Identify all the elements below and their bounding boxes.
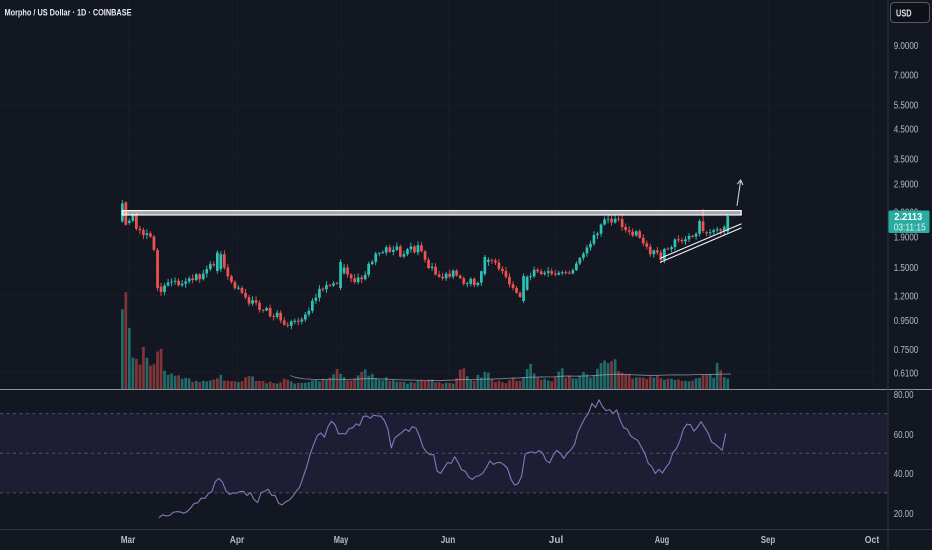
svg-text:1.5000: 1.5000 (894, 263, 919, 274)
svg-text:2.2113: 2.2113 (894, 211, 922, 223)
svg-text:Sep: Sep (761, 535, 776, 546)
svg-text:40.00: 40.00 (894, 469, 914, 480)
svg-text:5.5000: 5.5000 (894, 101, 919, 112)
svg-text:Apr: Apr (230, 535, 245, 546)
svg-text:60.00: 60.00 (894, 430, 914, 441)
svg-text:0.9500: 0.9500 (894, 316, 919, 327)
svg-text:0.7500: 0.7500 (894, 345, 919, 356)
svg-text:2.9000: 2.9000 (894, 180, 919, 191)
svg-text:3.5000: 3.5000 (894, 155, 919, 166)
svg-text:USD: USD (896, 9, 912, 20)
svg-text:1.2000: 1.2000 (894, 292, 919, 303)
svg-text:Jun: Jun (441, 535, 456, 546)
svg-text:Aug: Aug (655, 535, 670, 546)
svg-text:Jul: Jul (549, 535, 564, 546)
svg-text:Morpho / US Dollar · 1D · COIN: Morpho / US Dollar · 1D · COINBASE (5, 8, 132, 18)
svg-text:80.00: 80.00 (894, 390, 914, 401)
svg-text:20.00: 20.00 (894, 509, 914, 520)
svg-text:03:11:15: 03:11:15 (894, 222, 926, 233)
svg-text:7.0000: 7.0000 (894, 71, 919, 82)
svg-text:4.5000: 4.5000 (894, 125, 919, 136)
svg-text:Mar: Mar (121, 535, 136, 546)
svg-text:1.9000: 1.9000 (894, 233, 919, 244)
svg-text:9.0000: 9.0000 (894, 41, 919, 52)
svg-text:May: May (334, 535, 349, 546)
svg-text:Oct: Oct (865, 535, 880, 546)
svg-text:0.6100: 0.6100 (894, 368, 919, 379)
